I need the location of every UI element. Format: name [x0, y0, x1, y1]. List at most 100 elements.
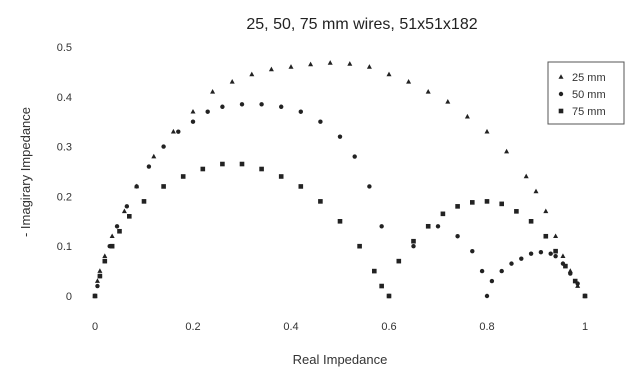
- point-50-mm: [455, 234, 460, 239]
- point-50-mm: [124, 204, 130, 209]
- point-50-mm: [435, 224, 441, 229]
- point-75-mm: [484, 199, 490, 204]
- point-50-mm: [279, 104, 284, 109]
- point-75-mm: [499, 201, 504, 207]
- point-25-mm: [327, 60, 333, 65]
- point-50-mm: [553, 253, 558, 259]
- point-25-mm: [504, 148, 510, 154]
- point-75-mm: [582, 293, 588, 299]
- y-tick-labels: 0 0.1 0.2 0.3 0.4 0.5: [57, 42, 72, 303]
- point-50-mm: [146, 164, 152, 169]
- point-75-mm: [92, 293, 98, 299]
- point-50-mm: [489, 278, 495, 284]
- point-25-mm: [109, 233, 115, 239]
- point-25-mm: [386, 71, 392, 77]
- point-50-mm: [568, 271, 573, 276]
- plot-area: [92, 60, 588, 299]
- point-50-mm: [205, 109, 210, 114]
- point-50-mm: [337, 134, 343, 139]
- point-25-mm: [560, 253, 566, 258]
- x-tick-labels: 0 0.2 0.4 0.6 0.8 1: [92, 321, 588, 333]
- x-tick-label: 0.2: [185, 321, 200, 333]
- point-75-mm: [455, 204, 460, 209]
- point-50-mm: [134, 184, 139, 189]
- x-axis-title: Real Impedance: [293, 352, 388, 367]
- point-75-mm: [357, 243, 362, 249]
- point-25-mm: [567, 268, 573, 273]
- x-tick-label: 0: [92, 321, 98, 333]
- x-tick-label: 0.8: [479, 321, 494, 333]
- point-25-mm: [347, 61, 353, 66]
- y-tick-label: 0.1: [57, 241, 72, 253]
- point-75-mm: [220, 161, 225, 167]
- point-25-mm: [543, 208, 549, 214]
- point-50-mm: [161, 144, 166, 149]
- point-50-mm: [519, 256, 524, 261]
- point-50-mm: [352, 154, 357, 159]
- point-50-mm: [220, 104, 225, 109]
- point-75-mm: [278, 174, 284, 179]
- y-tick-label: 0.3: [57, 142, 72, 154]
- point-25-mm: [121, 208, 127, 214]
- point-50-mm: [114, 224, 120, 229]
- point-50-mm: [95, 283, 100, 289]
- point-25-mm: [464, 113, 470, 119]
- point-25-mm: [406, 79, 412, 84]
- point-75-mm: [386, 293, 392, 299]
- point-75-mm: [396, 258, 402, 264]
- point-75-mm: [102, 258, 108, 264]
- point-25-mm: [229, 79, 235, 84]
- point-25-mm: [170, 128, 176, 134]
- point-75-mm: [141, 199, 147, 204]
- point-75-mm: [563, 263, 568, 269]
- point-50-mm: [528, 251, 534, 256]
- legend-marker-75-mm: [558, 108, 564, 114]
- y-axis-title: - Imagirary Impedance: [18, 107, 33, 237]
- point-75-mm: [117, 228, 122, 234]
- point-75-mm: [514, 209, 519, 214]
- x-tick-label: 1: [582, 321, 588, 333]
- point-50-mm: [509, 261, 514, 266]
- point-25-mm: [484, 128, 490, 134]
- point-75-mm: [318, 199, 323, 204]
- legend-marker-25-mm: [558, 74, 564, 79]
- point-50-mm: [367, 184, 372, 189]
- point-75-mm: [553, 248, 558, 254]
- point-75-mm: [180, 174, 186, 179]
- point-50-mm: [484, 293, 490, 299]
- point-25-mm: [308, 61, 314, 67]
- point-25-mm: [151, 153, 157, 159]
- point-25-mm: [190, 108, 196, 114]
- point-75-mm: [161, 184, 166, 189]
- point-50-mm: [190, 119, 196, 124]
- point-75-mm: [572, 278, 578, 284]
- legend: 25 mm 50 mm 75 mm: [547, 61, 625, 125]
- point-25-mm: [102, 253, 108, 258]
- point-25-mm: [94, 278, 100, 283]
- point-75-mm: [337, 219, 343, 224]
- point-25-mm: [445, 98, 451, 104]
- point-25-mm: [210, 89, 216, 94]
- point-25-mm: [366, 64, 372, 69]
- point-25-mm: [268, 66, 274, 72]
- point-50-mm: [379, 224, 384, 229]
- point-75-mm: [127, 214, 132, 219]
- point-50-mm: [411, 244, 416, 249]
- point-25-mm: [553, 233, 559, 239]
- point-50-mm: [470, 248, 475, 254]
- point-50-mm: [239, 102, 245, 107]
- legend-label-75-mm: 75 mm: [572, 106, 606, 118]
- point-50-mm: [479, 268, 485, 274]
- point-75-mm: [97, 273, 103, 279]
- point-75-mm: [470, 200, 475, 205]
- y-tick-label: 0: [66, 291, 72, 303]
- point-75-mm: [543, 233, 549, 239]
- point-50-mm: [298, 109, 303, 114]
- point-25-mm: [523, 173, 529, 179]
- point-75-mm: [379, 283, 384, 289]
- point-75-mm: [298, 184, 304, 189]
- point-50-mm: [259, 102, 264, 107]
- point-50-mm: [318, 119, 323, 124]
